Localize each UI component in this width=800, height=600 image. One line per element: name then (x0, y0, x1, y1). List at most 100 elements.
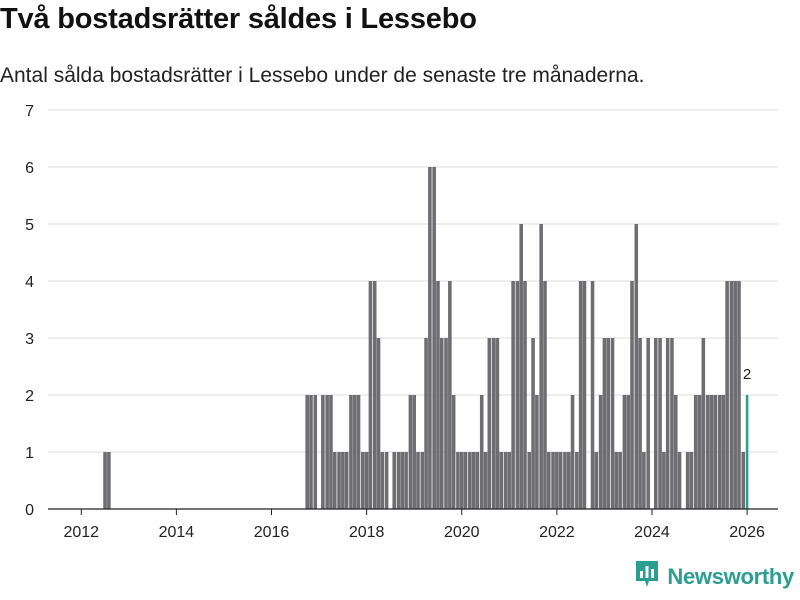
bar (352, 395, 357, 509)
bar (325, 395, 329, 509)
highlight-value-label: 2 (743, 366, 751, 383)
bar (376, 338, 381, 509)
y-tick-label: 3 (25, 331, 34, 348)
bar (479, 395, 484, 509)
bar (685, 452, 690, 509)
x-tick-label: 2020 (444, 524, 480, 541)
bar (361, 452, 365, 509)
y-tick-label: 4 (25, 274, 34, 291)
y-tick-label: 7 (25, 103, 34, 120)
bar (523, 281, 527, 509)
x-tick-label: 2018 (349, 524, 385, 541)
bar (364, 452, 369, 509)
bar (590, 281, 595, 509)
bar (610, 338, 615, 509)
bar (630, 281, 634, 509)
bar (456, 452, 460, 509)
bar (717, 395, 722, 509)
bar (575, 452, 579, 509)
bar (499, 452, 504, 509)
bar (729, 281, 734, 509)
bar (309, 395, 313, 509)
bar (507, 452, 512, 509)
bar (487, 338, 492, 509)
bar (356, 395, 361, 509)
bar (107, 452, 111, 509)
brand-name: Newsworthy (667, 563, 794, 589)
x-tick-label: 2026 (729, 524, 765, 541)
bar (448, 281, 452, 509)
bar (527, 452, 532, 509)
bar (420, 452, 425, 509)
bar (594, 452, 599, 509)
axes (48, 508, 778, 515)
bar (566, 452, 571, 509)
bar (392, 452, 396, 509)
bar-chart-logo-icon (634, 559, 660, 594)
bar (535, 395, 539, 509)
bar (578, 281, 583, 509)
bar (396, 452, 401, 509)
bar (428, 167, 432, 509)
bar (697, 395, 702, 509)
bar (451, 395, 456, 509)
bar (329, 395, 333, 509)
bars (103, 167, 749, 509)
bar (344, 452, 349, 509)
bar (444, 338, 448, 509)
bar (495, 338, 500, 509)
bar (491, 338, 496, 509)
bar (349, 395, 353, 509)
bar (321, 395, 325, 509)
bar (705, 395, 710, 509)
bar (582, 281, 587, 509)
bar (653, 338, 658, 509)
bar (670, 338, 674, 509)
bar (463, 452, 468, 509)
bar (539, 224, 543, 509)
bar (332, 452, 337, 509)
bar (475, 452, 480, 509)
bar (372, 281, 377, 509)
x-tick-label: 2012 (63, 524, 99, 541)
bar (337, 452, 341, 509)
bar (412, 395, 416, 509)
newsworthy-logo[interactable]: Newsworthy (634, 559, 794, 594)
bar (713, 395, 718, 509)
bar (503, 452, 508, 509)
bar (368, 281, 373, 509)
y-tick-label: 5 (25, 217, 34, 234)
bar (677, 452, 682, 509)
bar (606, 338, 611, 509)
bar (408, 395, 413, 509)
bar (432, 167, 436, 509)
bar (468, 452, 472, 509)
bar (618, 452, 622, 509)
bar (602, 338, 607, 509)
bar (634, 224, 639, 509)
x-tick-label: 2016 (254, 524, 290, 541)
bar (646, 338, 650, 509)
bar (570, 395, 575, 509)
bar-chart: 0 1 2 3 4 5 6 7 2012 2014 2016 2018 2020 2022 2024 2026… (25, 103, 778, 541)
bar (662, 452, 666, 509)
bar (400, 452, 405, 509)
bar (665, 338, 670, 509)
bar (658, 338, 662, 509)
y-tick-label: 6 (25, 160, 34, 177)
bar (416, 452, 420, 509)
bar (531, 338, 535, 509)
bar (693, 395, 698, 509)
bar (709, 395, 714, 509)
highlight-bar (745, 395, 749, 509)
bar (436, 281, 440, 509)
bar (313, 395, 318, 509)
bar (626, 395, 630, 509)
bar (341, 452, 345, 509)
y-tick-label: 0 (25, 502, 34, 519)
chart-subtitle: Antal sålda bostadsrätter i Lessebo unde… (0, 64, 645, 87)
bar (439, 338, 444, 509)
bar (558, 452, 563, 509)
bar (551, 452, 555, 509)
bar (305, 395, 309, 509)
